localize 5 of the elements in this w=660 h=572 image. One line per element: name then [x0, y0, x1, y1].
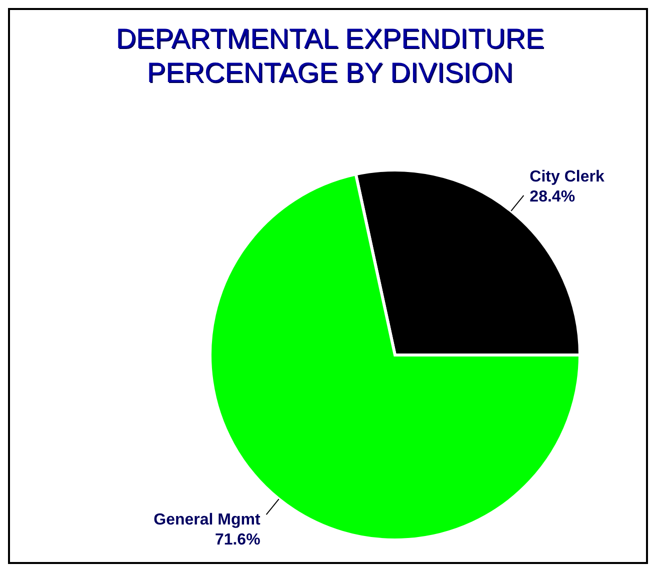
slice-label: City Clerk: [530, 168, 604, 186]
slice-label: General Mgmt: [154, 512, 261, 529]
data-label: 28.4%: [530, 188, 576, 206]
data-label: 71.6%: [214, 532, 260, 549]
chart-title: DEPARTMENTAL EXPENDITURE PERCENTAGE BY DIVISION: [114, 22, 546, 90]
